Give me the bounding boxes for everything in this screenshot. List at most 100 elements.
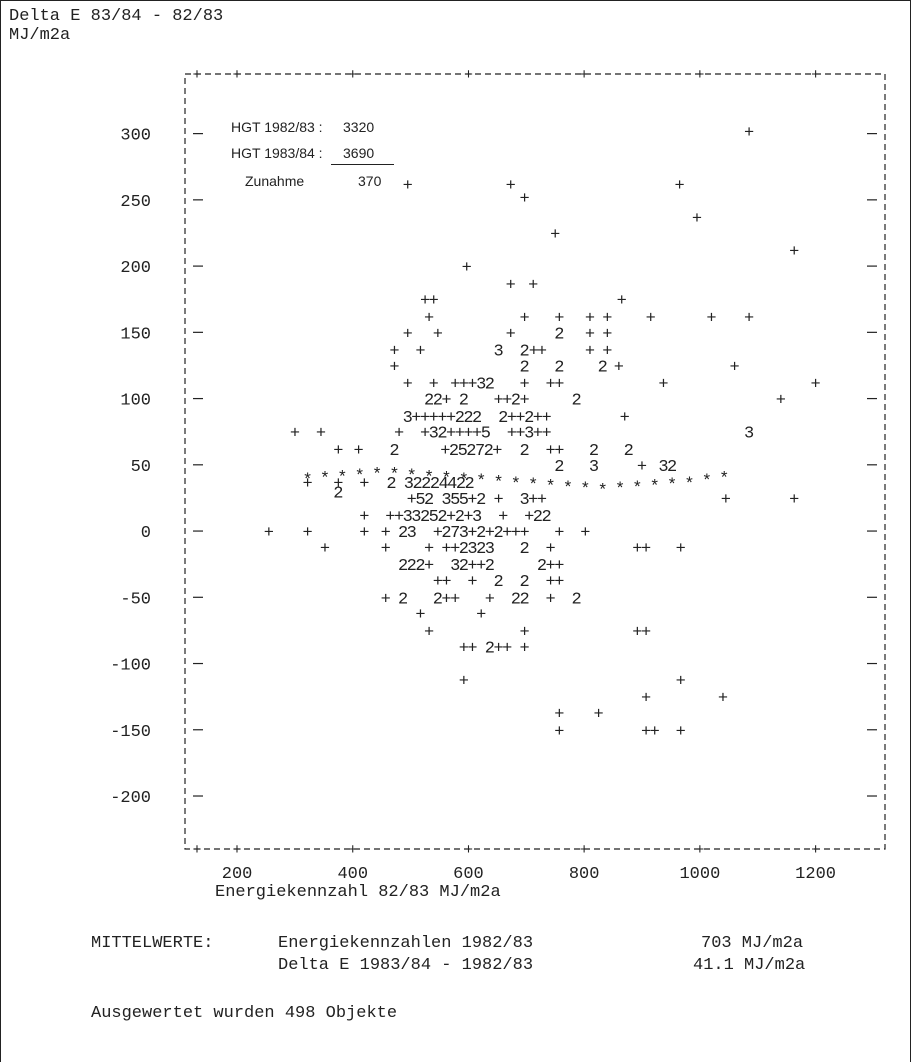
data-point: + — [641, 540, 651, 559]
data-point: 2 — [537, 557, 547, 576]
data-point: 3 — [658, 458, 668, 477]
regression-star: * — [598, 482, 608, 501]
y-tick-label: -50 — [120, 590, 151, 609]
data-point: 2 — [412, 475, 422, 494]
frame-tick-bottom: + — [811, 842, 820, 859]
data-point: 3 — [519, 491, 529, 510]
data-point: + — [554, 706, 564, 725]
regression-star: * — [459, 471, 469, 490]
data-point: + — [519, 623, 529, 642]
regression-star: * — [320, 470, 330, 489]
data-point: + — [658, 376, 668, 395]
data-point: + — [706, 309, 716, 328]
regression-star: * — [355, 467, 365, 486]
hgt-1982-83-label: HGT 1982/83 : — [231, 119, 323, 135]
data-point: + — [441, 590, 451, 609]
data-point: + — [641, 623, 651, 642]
data-point: + — [415, 606, 425, 625]
frame-tick-bottom: + — [233, 842, 242, 859]
data-point: + — [403, 376, 413, 395]
data-point: 3 — [403, 409, 413, 428]
data-point: 2 — [386, 475, 396, 494]
data-point: 7 — [450, 524, 460, 543]
data-point: 2 — [441, 524, 451, 543]
y-tick-label: 250 — [120, 193, 151, 212]
data-point: + — [502, 524, 512, 543]
data-point: + — [533, 409, 543, 428]
data-point: 2 — [459, 557, 469, 576]
data-point: 2 — [519, 343, 529, 362]
data-point: 5 — [481, 425, 491, 444]
data-point: + — [424, 557, 434, 576]
data-point: 2 — [598, 358, 608, 377]
data-point: + — [641, 690, 651, 709]
summary-heading: MITTELWERTE: — [91, 934, 214, 953]
data-point: + — [411, 409, 421, 428]
data-point: 2 — [424, 491, 434, 510]
summary-row2-label: Delta E 1983/84 - 1982/83 — [278, 956, 534, 975]
data-point: 2 — [485, 376, 495, 395]
data-point: 2 — [511, 392, 521, 411]
data-point: + — [389, 358, 399, 377]
data-point: + — [632, 623, 642, 642]
regression-star: * — [667, 477, 677, 496]
frame-tick-top: + — [233, 67, 242, 84]
frame-tick-top: + — [811, 67, 820, 84]
data-point: + — [541, 425, 551, 444]
data-point: 2 — [407, 557, 417, 576]
data-point: + — [554, 309, 564, 328]
data-point: + — [450, 376, 460, 395]
data-point: 2 — [455, 508, 465, 527]
data-point: 3 — [524, 425, 534, 444]
data-point: 2 — [433, 392, 443, 411]
data-point: + — [450, 540, 460, 559]
data-point: 2 — [449, 442, 459, 461]
data-point: + — [502, 392, 512, 411]
data-point: 2 — [519, 442, 529, 461]
data-point: 2 — [524, 409, 534, 428]
data-point: + — [646, 309, 656, 328]
data-point: 3 — [459, 524, 469, 543]
data-point: + — [394, 508, 404, 527]
data-point: 5 — [429, 508, 439, 527]
data-point: 2 — [519, 540, 529, 559]
data-point: + — [546, 540, 556, 559]
data-point: + — [614, 358, 624, 377]
data-point: + — [676, 540, 686, 559]
x-axis-ticks: 200 400 600 800 1000 1200 — [222, 865, 836, 884]
data-point: 2 — [333, 484, 343, 503]
data-point: 3 — [744, 425, 754, 444]
y-tick-label: -150 — [110, 723, 151, 742]
chart-title: Delta E 83/84 - 82/83 — [9, 7, 224, 26]
data-point: + — [467, 491, 477, 510]
zunahme-label: Zunahme — [245, 173, 305, 189]
frame-tick-top: + — [193, 67, 202, 84]
data-point: + — [424, 309, 434, 328]
frame-tick-bottom: + — [348, 842, 357, 859]
regression-star: * — [407, 467, 417, 486]
data-point: 2 — [498, 409, 508, 428]
data-point: 4 — [438, 475, 448, 494]
regression-star: * — [389, 466, 399, 485]
data-point: + — [550, 226, 560, 245]
frame-tick-top: + — [464, 67, 473, 84]
data-point: + — [459, 639, 469, 658]
data-point: 2 — [554, 358, 564, 377]
data-point: + — [602, 309, 612, 328]
data-point: 2 — [511, 590, 521, 609]
data-point: + — [462, 259, 472, 278]
data-point: + — [446, 409, 456, 428]
data-point: 2 — [465, 475, 475, 494]
data-point: 2 — [484, 442, 494, 461]
regression-star: * — [493, 474, 503, 493]
data-point: + — [320, 540, 330, 559]
regression-star: * — [650, 478, 660, 497]
data-point: 2 — [493, 573, 503, 592]
data-point: + — [493, 491, 503, 510]
data-point: + — [359, 475, 369, 494]
data-point: + — [617, 292, 627, 311]
data-point: + — [441, 573, 451, 592]
data-point: 2 — [533, 508, 543, 527]
data-point: 2 — [389, 442, 399, 461]
